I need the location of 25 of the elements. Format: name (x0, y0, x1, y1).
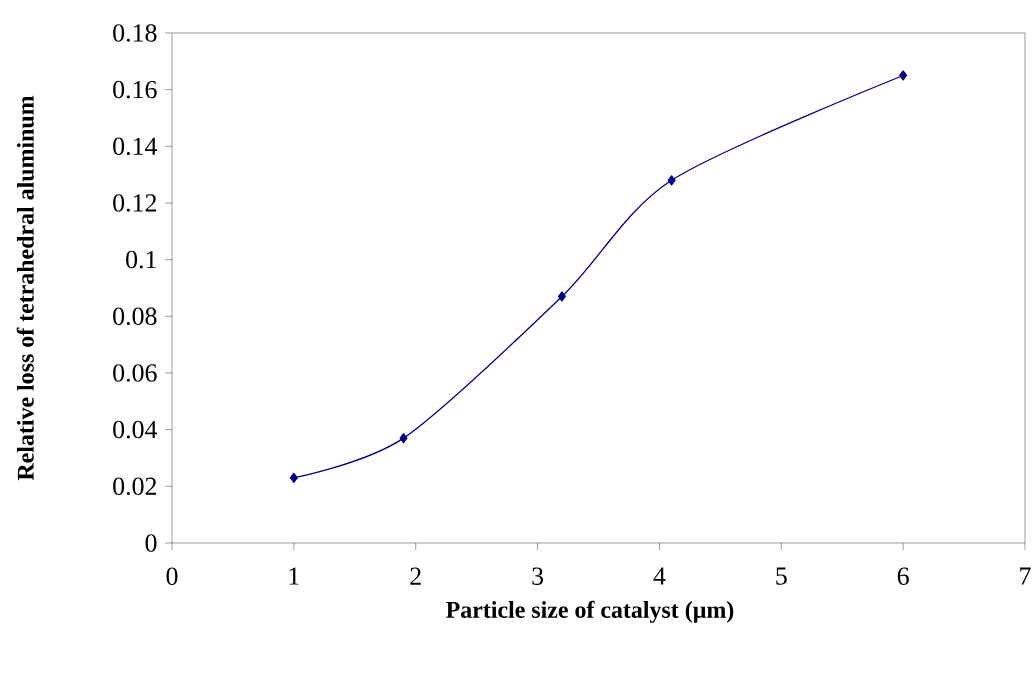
point (667, 175, 676, 186)
point (289, 472, 298, 483)
point (399, 433, 408, 444)
y-tick-label: 0.1 (126, 250, 156, 269)
x-axis-title: Particle size of catalyst (µm) (446, 600, 734, 623)
y-tick-label: 0.06 (113, 364, 157, 382)
x-tick-label: 0 (166, 567, 178, 585)
y-tick-label: 0.16 (113, 80, 157, 99)
y-tick-label: 0.02 (113, 477, 157, 496)
x-tick-label: 5 (776, 567, 787, 585)
y-tick-label: 0 (145, 534, 157, 552)
x-tick-label: 7 (1020, 567, 1031, 585)
x-tick-label: 4 (653, 567, 666, 585)
y-tick-label: 0.04 (113, 420, 158, 439)
y-axis-title: Relative loss of tetrahedral aluminum (16, 95, 34, 481)
y-tick-label: 0.14 (113, 137, 158, 156)
y-tick-label: 0.12 (113, 194, 157, 212)
y-tick-label: 0.18 (113, 24, 157, 42)
x-tick-label: 6 (897, 567, 909, 585)
point (557, 291, 566, 302)
y-tick-label: 0.08 (113, 307, 157, 326)
x-tick-label: 1 (289, 567, 299, 585)
x-tick-label: 2 (410, 567, 421, 585)
point (899, 70, 908, 81)
x-tick-label: 3 (532, 567, 544, 585)
